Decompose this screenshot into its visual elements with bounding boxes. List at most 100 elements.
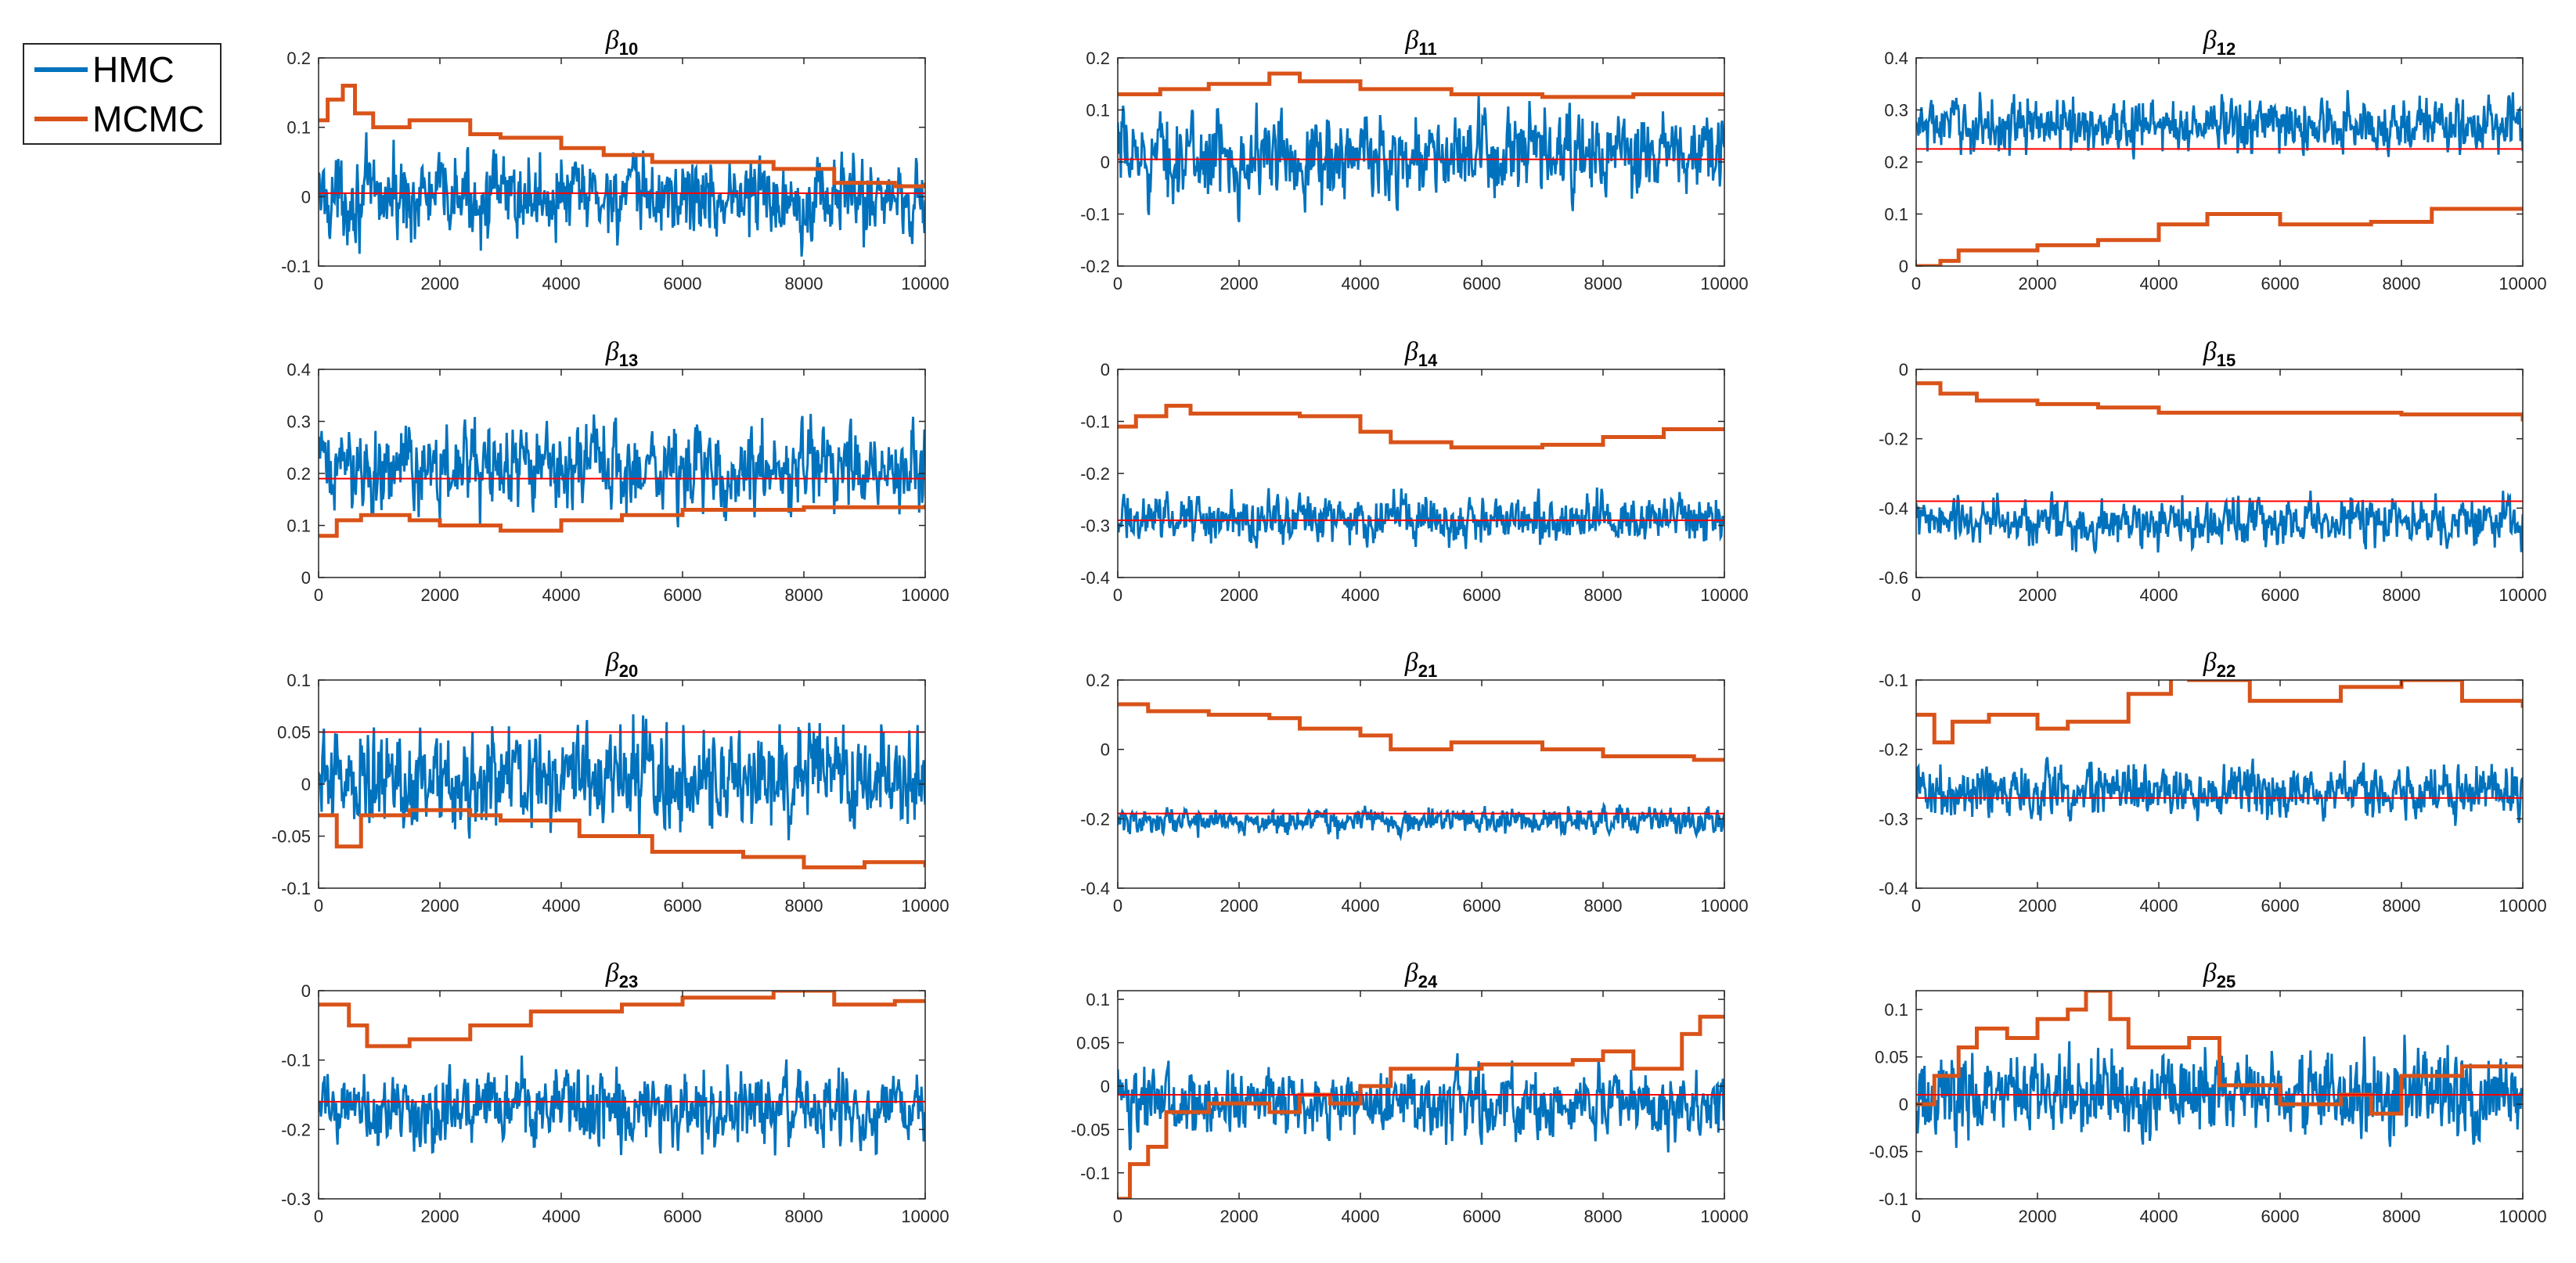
subplot-title: β15 xyxy=(2203,337,2236,370)
x-tick-label: 4000 xyxy=(2140,274,2178,293)
title-subscript: 12 xyxy=(2217,39,2236,59)
x-tick-label: 10000 xyxy=(2499,1207,2546,1226)
y-tick-label: 0.1 xyxy=(286,516,311,536)
y-tick-label: 0 xyxy=(1101,153,1110,172)
x-tick-label: 6000 xyxy=(2261,585,2300,605)
y-tick-label: -0.1 xyxy=(281,257,311,276)
title-symbol: β xyxy=(1404,26,1418,55)
y-tick-label: 0.2 xyxy=(1086,49,1110,68)
hmc-trace xyxy=(319,714,925,840)
x-tick-label: 10000 xyxy=(901,585,949,605)
mcmc-trace xyxy=(1118,71,1724,99)
title-symbol: β xyxy=(2203,959,2217,988)
y-tick-label: 0.3 xyxy=(1884,101,1908,121)
x-tick-label: 0 xyxy=(314,585,323,605)
y-tick-label: -0.1 xyxy=(281,879,311,898)
subplot-24: β24 0 2000 4000 6000 8000 10000 -0.1 -0.05 0 0.05 0… xyxy=(1071,959,1749,1226)
axes-box xyxy=(1117,990,1725,1200)
y-tick-label: -0.2 xyxy=(1879,430,1908,449)
x-tick-label: 8000 xyxy=(785,274,823,293)
y-tick-label: 0.1 xyxy=(286,118,311,138)
y-tick-label: 0 xyxy=(301,775,311,794)
y-tick-label: -0.1 xyxy=(1879,1189,1908,1209)
series-group xyxy=(1916,381,2523,555)
x-tick-label: 0 xyxy=(1113,896,1122,916)
y-tick-label: 0.2 xyxy=(1086,671,1110,690)
title-subscript: 15 xyxy=(2217,351,2236,370)
title-symbol: β xyxy=(605,337,619,366)
x-tick-label: 8000 xyxy=(2383,1207,2421,1226)
title-symbol: β xyxy=(605,959,619,988)
mcmc-trace xyxy=(319,991,925,1049)
y-tick-label: 0 xyxy=(301,981,311,1001)
y-tick-label: -0.2 xyxy=(281,1120,311,1139)
x-tick-label: 10000 xyxy=(1700,585,1748,605)
x-tick-label: 6000 xyxy=(2261,274,2300,293)
x-tick-label: 0 xyxy=(1911,896,1921,916)
y-tick-label: -0.2 xyxy=(1080,809,1110,829)
x-tick-label: 4000 xyxy=(1342,585,1380,605)
legend: HMC MCMC xyxy=(23,43,222,145)
subplot-title: β25 xyxy=(2203,959,2236,991)
title-subscript: 10 xyxy=(619,39,638,59)
y-tick-label: -0.05 xyxy=(1071,1120,1110,1139)
series-group xyxy=(1916,90,2523,266)
x-tick-label: 6000 xyxy=(2261,1207,2300,1226)
legend-box xyxy=(23,43,222,145)
hmc-trace xyxy=(1118,801,1724,842)
y-tick-label: 0 xyxy=(301,187,311,207)
title-symbol: β xyxy=(2203,648,2217,677)
y-tick-label: -0.1 xyxy=(1080,205,1110,225)
subplot-title: β20 xyxy=(605,648,638,681)
y-tick-label: -0.05 xyxy=(272,827,311,847)
mcmc-trace xyxy=(1916,207,2523,266)
legend-mcmc-label: MCMC xyxy=(92,99,204,139)
x-tick-label: 6000 xyxy=(1463,274,1501,293)
x-tick-label: 2000 xyxy=(1220,1207,1259,1226)
x-tick-label: 2000 xyxy=(2019,896,2057,916)
x-tick-label: 6000 xyxy=(1463,585,1501,605)
x-tick-label: 2000 xyxy=(2019,1207,2057,1226)
title-subscript: 13 xyxy=(619,351,638,370)
y-tick-label: -0.1 xyxy=(281,1051,311,1070)
x-tick-label: 6000 xyxy=(664,274,702,293)
x-tick-label: 8000 xyxy=(785,896,823,916)
title-symbol: β xyxy=(605,648,619,677)
subplot-11: β11 0 2000 4000 6000 8000 10000 -0.2 -0.1 0 0.1 0.2 xyxy=(1080,26,1749,293)
subplot-12: β12 0 2000 4000 6000 8000 10000 0 0.1 0.2 0.3 0.4 xyxy=(1884,26,2546,293)
y-tick-label: 0.4 xyxy=(1884,49,1908,68)
y-tick-label: -0.4 xyxy=(1879,879,1908,898)
x-tick-label: 0 xyxy=(1113,585,1122,605)
x-tick-label: 0 xyxy=(1113,1207,1122,1226)
x-tick-label: 10000 xyxy=(1700,274,1748,293)
y-tick-label: 0.1 xyxy=(1086,990,1110,1009)
y-tick-label: 0.2 xyxy=(286,49,311,68)
mcmc-trace xyxy=(319,504,925,538)
title-subscript: 25 xyxy=(2217,972,2236,991)
x-tick-label: 2000 xyxy=(1220,585,1259,605)
axes-box xyxy=(1915,679,2524,889)
mcmc-trace xyxy=(1916,991,2523,1116)
x-tick-label: 0 xyxy=(314,896,323,916)
subplot-title: β14 xyxy=(1404,337,1438,370)
y-tick-label: -0.3 xyxy=(281,1189,311,1209)
y-tick-label: -0.1 xyxy=(1080,1164,1110,1183)
y-tick-label: 0 xyxy=(301,568,311,588)
x-tick-label: 2000 xyxy=(1220,896,1259,916)
axes-box xyxy=(1915,369,2524,578)
axes-box xyxy=(1915,990,2524,1200)
y-tick-label: -0.3 xyxy=(1080,516,1110,536)
plot-area xyxy=(319,58,925,266)
x-tick-label: 0 xyxy=(314,1207,323,1226)
x-tick-label: 10000 xyxy=(1700,896,1748,916)
title-symbol: β xyxy=(1404,337,1418,366)
y-tick-label: 0.1 xyxy=(1884,205,1908,225)
subplot-15: β15 0 2000 4000 6000 8000 10000 -0.6 -0.4 -0.2 0 xyxy=(1879,337,2547,605)
title-subscript: 20 xyxy=(619,661,638,681)
x-tick-label: 4000 xyxy=(542,1207,581,1226)
title-subscript: 24 xyxy=(1418,972,1438,991)
x-tick-label: 8000 xyxy=(1584,896,1623,916)
x-tick-label: 6000 xyxy=(1463,1207,1501,1226)
hmc-trace xyxy=(1118,95,1724,223)
